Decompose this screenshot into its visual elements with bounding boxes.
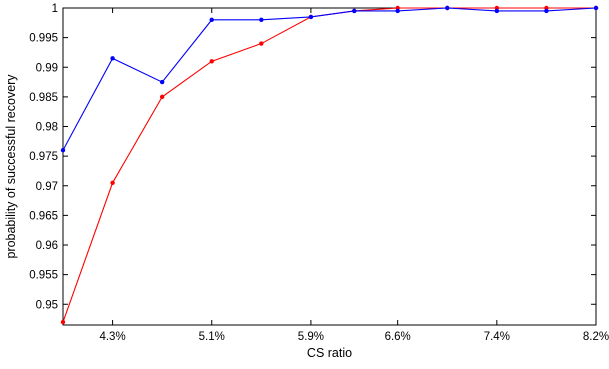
y-tick-label: 1 <box>52 3 58 15</box>
y-tick-label: 0.97 <box>36 181 58 193</box>
x-axis-label: CS ratio <box>307 346 352 360</box>
x-tick-label: 5.9% <box>298 331 324 343</box>
y-tick-label: 0.98 <box>36 122 58 134</box>
data-point <box>445 5 450 11</box>
x-tick-label: 8.2% <box>583 331 609 343</box>
y-tick-label: 0.965 <box>29 210 58 222</box>
data-point <box>259 41 264 46</box>
data-point <box>259 17 264 23</box>
plot-area <box>62 7 597 326</box>
series-layer <box>60 5 599 325</box>
y-tick-label: 0.955 <box>29 270 58 282</box>
data-point <box>60 148 66 153</box>
y-tick-label: 0.95 <box>36 299 58 311</box>
x-tick-label: 4.3% <box>99 331 125 343</box>
data-point <box>110 56 115 61</box>
data-point <box>308 14 314 20</box>
data-point <box>395 8 400 14</box>
data-point <box>110 180 115 185</box>
y-tick-label: 0.975 <box>29 151 58 163</box>
x-tick-label: 6.6% <box>385 331 411 343</box>
data-point <box>209 17 214 23</box>
series-2 <box>60 5 599 153</box>
data-point <box>593 5 599 11</box>
x-tick-label: 7.4% <box>484 331 510 343</box>
y-tick-label: 0.99 <box>36 62 58 74</box>
y-tick-label: 0.96 <box>36 240 58 252</box>
data-point <box>60 319 66 325</box>
y-axis-label: probability of successful recovery <box>4 74 18 259</box>
series-line <box>62 7 597 151</box>
data-point <box>209 59 214 64</box>
y-axis-ticks: 0.95 0.955 0.96 0.965 0.97 0.975 0.98 0.985 0.99… <box>29 3 596 311</box>
data-point <box>159 79 165 85</box>
data-point <box>494 8 500 14</box>
data-point <box>159 94 165 100</box>
data-point <box>352 8 357 14</box>
y-tick-label: 0.985 <box>29 92 58 104</box>
x-tick-label: 5.1% <box>199 331 225 343</box>
y-tick-label: 0.995 <box>29 33 58 45</box>
data-point <box>544 8 549 14</box>
